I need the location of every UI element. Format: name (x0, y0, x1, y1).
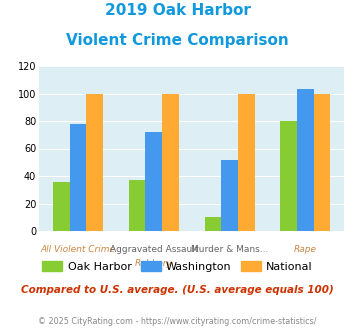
Bar (221, 159, 238, 231)
Bar (297, 89, 314, 231)
Bar (238, 93, 255, 231)
Text: © 2025 CityRating.com - https://www.cityrating.com/crime-statistics/: © 2025 CityRating.com - https://www.city… (38, 317, 317, 326)
Bar (129, 180, 146, 231)
Bar (146, 132, 162, 231)
Text: All Violent Crime: All Violent Crime (40, 245, 115, 254)
Text: 2019 Oak Harbor: 2019 Oak Harbor (105, 3, 250, 18)
Text: Robbery: Robbery (135, 259, 173, 268)
Text: Violent Crime Comparison: Violent Crime Comparison (66, 33, 289, 48)
Bar (70, 124, 86, 231)
Text: Compared to U.S. average. (U.S. average equals 100): Compared to U.S. average. (U.S. average … (21, 285, 334, 295)
Bar (53, 182, 70, 231)
Bar (162, 93, 179, 231)
Text: Murder & Mans...: Murder & Mans... (191, 245, 268, 254)
Text: Rape: Rape (294, 245, 317, 254)
Bar (86, 93, 103, 231)
Bar (314, 93, 331, 231)
Bar (204, 217, 221, 231)
Legend: Oak Harbor, Washington, National: Oak Harbor, Washington, National (38, 256, 317, 276)
Bar (280, 121, 297, 231)
Text: Aggravated Assault: Aggravated Assault (110, 245, 198, 254)
